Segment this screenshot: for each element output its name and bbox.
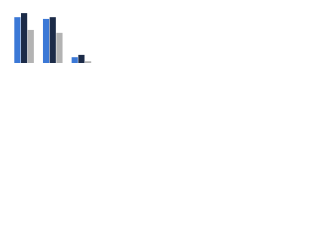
bar: [78, 54, 85, 63]
bar: [42, 18, 50, 64]
bar: [14, 17, 21, 63]
bar: [20, 13, 28, 64]
bar: [27, 29, 34, 63]
bar: [85, 61, 92, 63]
bar: [71, 57, 78, 63]
bar: [56, 32, 63, 63]
chart: [14, 13, 92, 64]
bar: [49, 17, 56, 63]
